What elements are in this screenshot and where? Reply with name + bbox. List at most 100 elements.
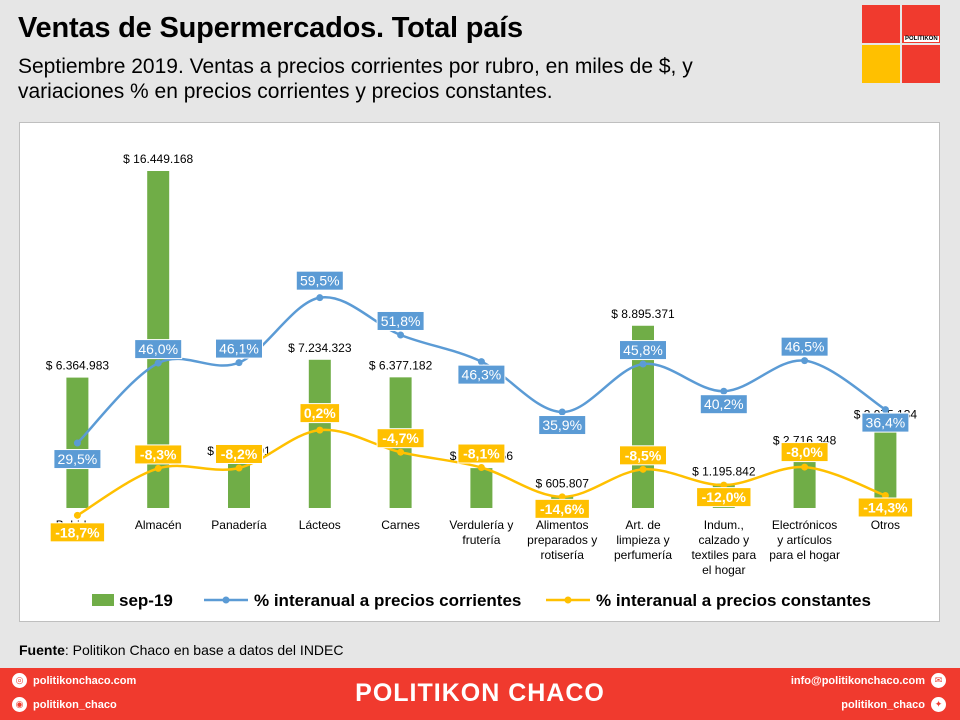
point-constantes-0 [73, 511, 81, 519]
label-corrientes-1: 46,0% [138, 341, 178, 357]
point-constantes-4 [397, 448, 405, 456]
footer-email-text: info@politikonchaco.com [790, 674, 925, 687]
point-constantes-5 [477, 464, 485, 472]
combo-chart: $ 6.364.983$ 16.449.168$ 2.206.191$ 7.23… [46, 152, 918, 610]
label-constantes-4-box [376, 428, 425, 449]
footer-bar: ◎ politikonchaco.com ◉ politikon_chaco P… [0, 668, 960, 720]
label-corrientes-3-box [295, 270, 344, 291]
point-constantes-3 [316, 426, 324, 434]
label-constantes-9-box [780, 442, 829, 463]
point-corrientes-2 [235, 359, 243, 367]
label-corrientes-2: 46,1% [219, 341, 259, 357]
label-constantes-7: -8,5% [625, 447, 662, 463]
label-constantes-6: -14,6% [540, 501, 585, 517]
footer-brand: POLITIKON CHACO [355, 679, 605, 707]
footer-website-text: politikonchaco.com [33, 674, 137, 687]
label-constantes-10-box [857, 497, 914, 518]
point-constantes-8 [720, 481, 728, 489]
subtitle-line-1: Septiembre 2019. Ventas a precios corrie… [18, 55, 693, 78]
label-constantes-10: -14,3% [863, 499, 908, 515]
label-constantes-8: -12,0% [702, 489, 747, 505]
category-label-7: Art. de limpieza y perfumería [614, 518, 672, 562]
page-subtitle: Septiembre 2019. Ventas a precios corrie… [18, 54, 818, 104]
label-corrientes-2-box [215, 338, 263, 359]
label-corrientes-5: 46,3% [462, 367, 502, 383]
point-constantes-7 [639, 465, 647, 473]
label-constantes-1: -8,3% [140, 446, 177, 462]
category-label-3: Lácteos [299, 518, 341, 532]
bar-label-8: $ 1.195.842 [692, 465, 756, 479]
label-constantes-8-box [696, 487, 752, 508]
logo-square-yellow [862, 45, 900, 83]
bar-2 [228, 462, 250, 508]
category-label-2: Panadería [211, 518, 267, 532]
bar-label-4: $ 6.377.182 [369, 358, 433, 372]
label-corrientes-7: 45,8% [623, 342, 663, 358]
point-constantes-10 [881, 491, 889, 499]
footer-website[interactable]: ◎ politikonchaco.com [12, 673, 136, 688]
label-constantes-3-box [299, 403, 341, 424]
category-label-9: Electrónicos y artículos para el hogar [769, 518, 840, 562]
label-corrientes-5-box [457, 364, 506, 385]
source-text: : Politikon Chaco en base a datos del IN… [64, 642, 344, 658]
bar-label-3: $ 7.234.323 [288, 341, 352, 355]
label-corrientes-9: 46,5% [785, 339, 825, 355]
chart-container: $ 6.364.983$ 16.449.168$ 2.206.191$ 7.23… [19, 122, 940, 622]
bar-5 [470, 468, 493, 508]
label-constantes-7-box [619, 445, 667, 466]
label-corrientes-10: 36,4% [866, 415, 906, 431]
label-corrientes-4-box [376, 310, 425, 331]
label-corrientes-8: 40,2% [704, 396, 744, 412]
label-constantes-3: 0,2% [304, 405, 336, 421]
point-constantes-9 [801, 463, 809, 471]
instagram-icon: ◉ [12, 697, 27, 712]
label-constantes-2: -8,2% [221, 446, 258, 462]
label-corrientes-8-box [699, 394, 748, 415]
category-label-4: Carnes [381, 518, 420, 532]
bar-label-7: $ 8.895.371 [611, 307, 675, 321]
category-label-8: Indum., calzado y textiles para el hogar [691, 518, 756, 577]
label-corrientes-1-box [134, 339, 183, 360]
point-corrientes-9 [801, 357, 809, 365]
label-corrientes-6: 35,9% [542, 417, 582, 433]
footer-instagram-text: politikon_chaco [33, 698, 117, 711]
footer-twitter[interactable]: politikon_chaco ✦ [841, 697, 946, 712]
legend-label-bar: sep-19 [119, 591, 173, 610]
legend-label-constantes: % interanual a precios constantes [596, 591, 871, 610]
source-note: Fuente: Politikon Chaco en base a datos … [19, 642, 344, 658]
point-corrientes-1 [154, 359, 162, 367]
footer-instagram[interactable]: ◉ politikon_chaco [12, 697, 117, 712]
legend-swatch-bar [92, 594, 114, 606]
point-corrientes-3 [316, 294, 324, 302]
point-corrientes-8 [720, 387, 728, 395]
mail-icon: ✉ [931, 673, 946, 688]
category-label-5: Verdulería y frutería [449, 518, 513, 547]
logo-square-red-1 [862, 5, 900, 43]
bar-3 [308, 359, 331, 508]
label-constantes-0: -18,7% [55, 524, 100, 540]
category-label-6: Alimentos preparados y rotisería [527, 518, 597, 562]
bar-label-1: $ 16.449.168 [123, 152, 193, 166]
category-label-1: Almacén [135, 518, 182, 532]
point-corrientes-5 [477, 358, 485, 366]
footer-email[interactable]: info@politikonchaco.com ✉ [791, 673, 946, 688]
label-corrientes-10-box [861, 412, 910, 433]
point-constantes-1 [154, 464, 162, 472]
label-constantes-6-box [534, 498, 590, 519]
point-corrientes-4 [397, 331, 405, 339]
label-constantes-4: -4,7% [382, 430, 419, 446]
point-corrientes-10 [881, 406, 889, 414]
label-corrientes-0: 29,5% [58, 451, 98, 467]
label-constantes-5: -8,1% [463, 446, 500, 462]
label-constantes-9: -8,0% [786, 444, 823, 460]
point-corrientes-6 [558, 408, 566, 416]
point-corrientes-0 [73, 439, 81, 447]
point-constantes-2 [235, 464, 243, 472]
bar-label-0: $ 6.364.983 [46, 359, 110, 373]
label-corrientes-7-box [619, 340, 667, 361]
legend-label-corrientes: % interanual a precios corrientes [254, 591, 521, 610]
label-constantes-2-box [215, 443, 263, 464]
legend-marker-constantes [564, 596, 572, 604]
politikon-logo: POLITIKON [862, 5, 940, 83]
logo-square-red-3 [902, 45, 940, 83]
